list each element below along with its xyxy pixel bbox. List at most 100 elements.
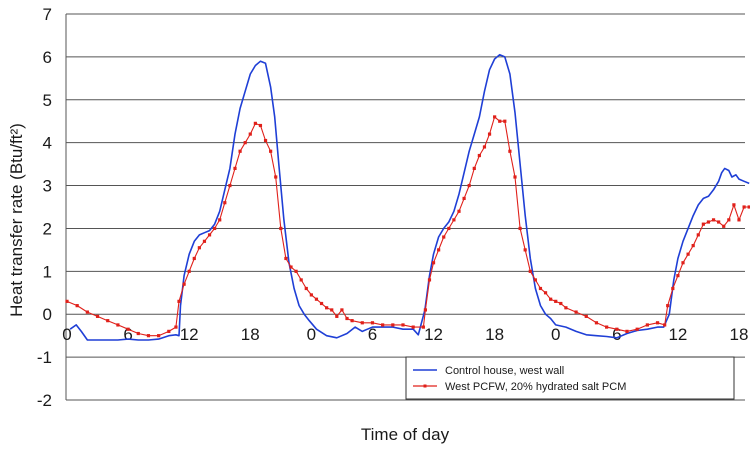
data-point <box>218 218 222 222</box>
data-point <box>513 175 517 179</box>
data-point <box>360 321 364 325</box>
y-axis-title: Heat transfer rate (Btu/ft²) <box>7 123 26 317</box>
y-tick-label: 0 <box>43 305 52 324</box>
data-point <box>472 166 476 170</box>
data-point <box>75 304 79 308</box>
x-tick-label: 18 <box>485 325 504 344</box>
data-point <box>299 278 303 282</box>
x-tick-label: 18 <box>730 325 749 344</box>
y-tick-labels: 7 6 5 4 3 2 1 0 -1 -2 <box>37 5 52 410</box>
data-point <box>274 175 278 179</box>
data-point <box>95 314 100 318</box>
legend-label-pcm: West PCFW, 20% hydrated salt PCM <box>445 381 626 393</box>
data-point <box>467 183 471 188</box>
data-point <box>477 153 481 158</box>
data-point <box>498 119 502 123</box>
data-point <box>228 183 232 188</box>
data-point <box>722 224 726 228</box>
data-point <box>437 248 441 252</box>
data-point <box>696 233 700 237</box>
data-point <box>559 301 563 306</box>
data-point <box>605 325 609 329</box>
y-tick-label: 4 <box>43 134 52 153</box>
data-point <box>671 286 675 291</box>
data-point <box>427 278 432 282</box>
data-point <box>146 334 151 338</box>
data-point <box>187 269 191 273</box>
data-point <box>457 209 461 213</box>
data-point <box>182 282 186 286</box>
data-point <box>747 205 750 209</box>
x-tick-label: 12 <box>668 325 687 344</box>
data-point <box>411 325 415 329</box>
data-point <box>655 321 660 325</box>
data-point <box>493 115 497 119</box>
gridlines <box>65 13 745 401</box>
data-point <box>304 286 308 291</box>
series-line-1 <box>66 116 750 337</box>
legend-label-control: Control house, west wall <box>445 365 564 377</box>
data-point <box>381 323 385 327</box>
data-point <box>325 306 329 310</box>
y-tick-label: 7 <box>43 5 52 24</box>
data-point <box>538 286 543 291</box>
data-point <box>564 306 568 310</box>
x-tick-label: 6 <box>368 325 377 344</box>
data-point <box>314 297 319 301</box>
data-point <box>452 218 456 222</box>
y-tick-label: 3 <box>43 177 52 196</box>
series-lines <box>65 53 750 341</box>
data-point <box>202 239 207 243</box>
data-point <box>701 222 705 226</box>
data-point <box>737 218 741 222</box>
y-tick-label: 6 <box>43 48 52 67</box>
data-point <box>289 265 293 269</box>
data-point <box>615 327 619 331</box>
data-point <box>543 291 548 295</box>
data-point <box>666 304 670 308</box>
data-point <box>330 308 334 312</box>
data-point <box>594 321 599 325</box>
data-point <box>549 297 553 301</box>
data-point <box>65 299 69 303</box>
data-point <box>681 261 685 265</box>
data-point <box>116 323 120 327</box>
data-point <box>423 308 427 312</box>
data-point <box>253 121 257 125</box>
data-point <box>340 308 344 312</box>
y-tick-label: 2 <box>43 219 52 238</box>
data-point <box>335 314 339 318</box>
data-point <box>350 319 354 323</box>
data-point <box>487 132 492 136</box>
data-point <box>584 314 588 318</box>
data-point <box>238 149 242 153</box>
data-point <box>421 325 425 329</box>
legend-marker-pcm <box>423 384 427 388</box>
data-point <box>223 201 227 205</box>
y-tick-label: -2 <box>37 391 52 410</box>
data-point <box>676 274 680 278</box>
data-point <box>279 226 283 231</box>
data-point <box>213 226 217 231</box>
data-point <box>309 293 313 297</box>
x-tick-label: 12 <box>180 325 199 344</box>
data-point <box>742 205 746 209</box>
data-point <box>663 323 667 327</box>
data-point <box>503 119 507 123</box>
data-point <box>174 325 178 329</box>
data-point <box>136 331 140 336</box>
data-point <box>319 301 324 306</box>
data-point <box>207 233 212 237</box>
data-point <box>431 261 436 265</box>
data-point <box>508 149 512 153</box>
data-point <box>528 269 532 273</box>
data-point <box>533 278 537 282</box>
series-line-0 <box>69 53 750 341</box>
data-point <box>258 123 263 128</box>
legend-box <box>405 356 735 400</box>
legend: Control house, west wall West PCFW, 20% … <box>405 356 735 400</box>
x-axis-title: Time of day <box>361 425 450 444</box>
data-point <box>442 235 446 239</box>
data-point <box>167 329 171 333</box>
